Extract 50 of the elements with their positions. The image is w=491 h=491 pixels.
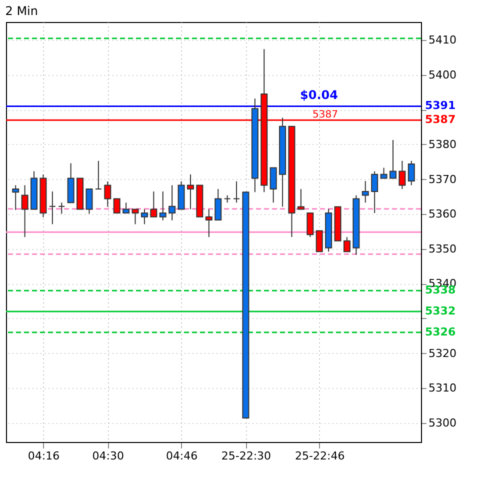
candlestick xyxy=(398,160,406,190)
candlestick xyxy=(270,167,277,204)
candlestick xyxy=(316,230,323,252)
y-tick-label: 5380 xyxy=(428,138,456,151)
y-tick-label: 5360 xyxy=(428,208,456,221)
y-tick-label: 5350 xyxy=(428,242,456,256)
candlestick xyxy=(104,180,112,208)
y-tick-label: 5400 xyxy=(428,68,456,82)
annotation: 5387 xyxy=(312,109,338,120)
candlestick xyxy=(343,236,350,252)
y-tick-label: 5410 xyxy=(428,34,456,47)
candlestick xyxy=(389,139,396,179)
candlestick xyxy=(113,198,120,214)
ref-line-label: 5387 xyxy=(425,113,456,126)
candlestick xyxy=(132,208,139,225)
candlestick xyxy=(186,174,194,210)
y-tick-label: 5370 xyxy=(428,172,456,186)
candlestick xyxy=(205,208,212,238)
candlestick xyxy=(168,184,176,221)
candlestick xyxy=(362,180,369,204)
x-tick-label: 25-22:30 xyxy=(221,450,272,462)
candlestick xyxy=(306,212,314,238)
candlestick xyxy=(86,188,93,214)
candlestick xyxy=(94,160,102,190)
candlestick xyxy=(159,190,166,221)
x-tick-label: 04:30 xyxy=(92,450,124,462)
x-tick-label: 04:46 xyxy=(166,450,198,462)
candlestick xyxy=(408,160,415,186)
candlestick xyxy=(297,188,304,210)
candlestick xyxy=(48,190,56,225)
candlestick xyxy=(150,190,158,218)
ref-line-label: 5326 xyxy=(425,325,456,338)
x-tick-label: 25-22:46 xyxy=(295,450,345,462)
candlestick xyxy=(233,180,240,204)
annotation: $0.04 xyxy=(300,88,338,102)
candlestick xyxy=(214,188,222,220)
ref-line-label: 5332 xyxy=(425,304,456,318)
ref-line-label: 5391 xyxy=(425,99,456,112)
y-tick-label: 5310 xyxy=(428,382,456,395)
y-tick-label: 5320 xyxy=(428,346,456,360)
chart-title: 2 Min xyxy=(5,4,38,18)
candlestick xyxy=(371,170,378,214)
candlestick xyxy=(122,202,130,214)
candlestick xyxy=(380,167,388,179)
candlestick xyxy=(140,208,148,225)
x-tick-label: 04:16 xyxy=(28,450,60,462)
candlestick xyxy=(21,184,28,238)
y-tick-label: 5300 xyxy=(428,416,456,430)
candlestick xyxy=(12,184,20,210)
candlestick xyxy=(58,202,66,214)
